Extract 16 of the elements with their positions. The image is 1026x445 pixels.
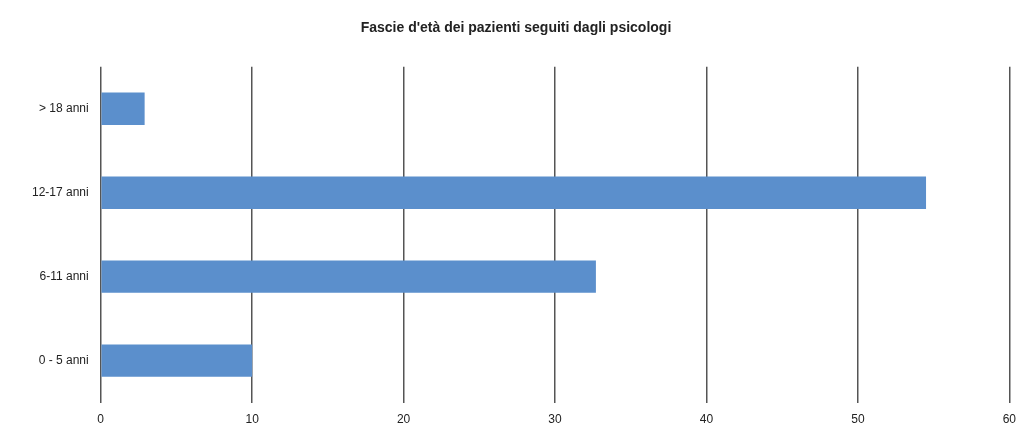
x-tick-label: 10	[245, 412, 260, 427]
x-tick-label: 40	[699, 412, 714, 427]
x-tick-label: 30	[548, 412, 563, 427]
bar	[101, 344, 253, 377]
x-tick-label: 50	[851, 412, 865, 427]
y-tick-label: 0 - 5 anni	[38, 352, 89, 367]
x-tick-label: 0	[97, 412, 105, 427]
x-tick-label: 60	[1002, 412, 1017, 427]
chart-title: Fascie d'età dei pazienti seguiti dagli psicologi	[360, 19, 672, 36]
bar	[101, 92, 145, 125]
y-tick-label: > 18 anni	[38, 101, 89, 116]
x-tick-label: 20	[396, 412, 411, 427]
bar	[101, 260, 596, 293]
bar	[101, 176, 927, 209]
y-tick-label: 6-11 anni	[39, 268, 89, 283]
y-tick-label: 12-17 anni	[31, 185, 89, 200]
